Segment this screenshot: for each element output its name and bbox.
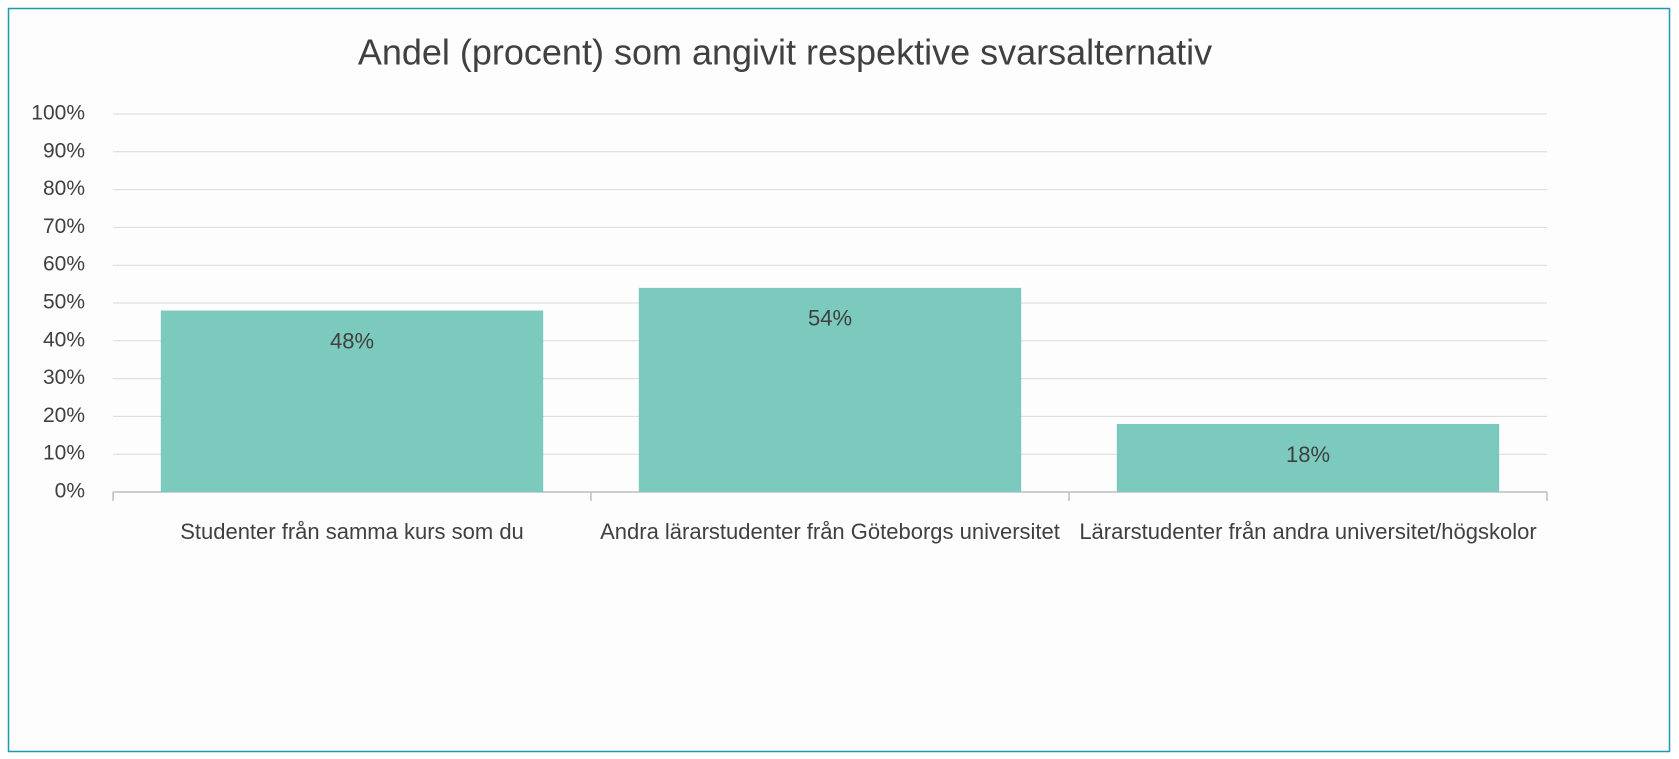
bar [1116, 423, 1500, 492]
y-tick-label: 60% [43, 253, 85, 276]
y-tick-label: 40% [43, 328, 85, 351]
bar [160, 310, 544, 492]
data-label: 18% [1286, 442, 1330, 467]
y-tick-label: 20% [43, 404, 85, 427]
x-tick-label: Andra lärarstudenter från Göteborgs univ… [600, 519, 1060, 544]
y-tick-label: 90% [43, 139, 85, 162]
y-tick-label: 50% [43, 291, 85, 314]
y-tick-label: 70% [43, 215, 85, 238]
data-label: 48% [330, 328, 374, 353]
x-tick-label: Lärarstudenter från andra universitet/hö… [1079, 519, 1537, 544]
x-tick-label: Studenter från samma kurs som du [180, 519, 524, 544]
bar [638, 287, 1022, 492]
data-label: 54% [808, 306, 852, 331]
y-tick-label: 10% [43, 442, 85, 465]
y-tick-label: 30% [43, 366, 85, 389]
y-tick-label: 0% [55, 480, 85, 503]
y-tick-label: 80% [43, 177, 85, 200]
chart-title: Andel (procent) som angivit respektive s… [358, 32, 1212, 73]
y-tick-label: 100% [31, 102, 85, 125]
